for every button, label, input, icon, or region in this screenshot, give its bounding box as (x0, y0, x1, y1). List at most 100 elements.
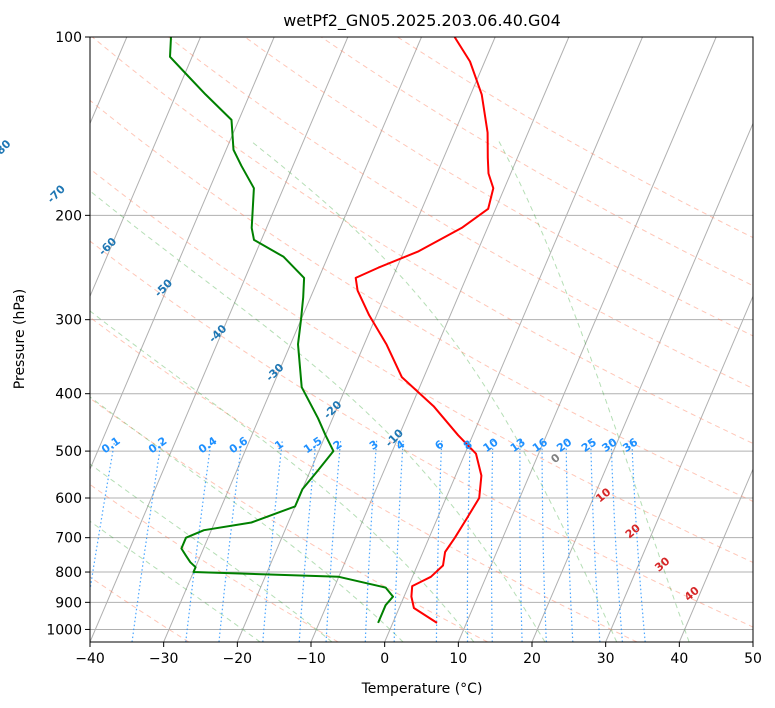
isotherm-line (531, 122, 753, 642)
mixing-ratio-line (435, 440, 443, 642)
annotations: -100-90-80-70-60-50-40-30-20-100.10.20.4… (0, 137, 702, 604)
mixing-ratio-line (325, 440, 342, 642)
plot-frame (89, 36, 754, 643)
mixing-ratio-label: 1 (272, 438, 286, 453)
y-tick-label: 700 (55, 531, 82, 547)
mixing-ratio-label: 0.1 (99, 434, 122, 456)
mixing-ratio-line (610, 440, 623, 642)
dry-adiabat (90, 240, 753, 628)
mixing-ratio-line (298, 440, 317, 642)
y-axis-title: Pressure (hPa) (12, 289, 28, 389)
dry-adiabat (168, 37, 753, 389)
mixing-ratio-line (519, 440, 523, 642)
mixing-ratio-label: 10 (481, 435, 501, 455)
y-tick-label: 800 (55, 565, 82, 581)
dewpoint-profile (169, 37, 394, 624)
isotherm-label: -20 (321, 398, 344, 421)
isotherm-line (163, 37, 422, 642)
wetbulb-label: 10 (593, 485, 613, 505)
mixing-ratio-label: 0.4 (196, 434, 220, 456)
mixing-ratio-line (262, 440, 283, 642)
isotherm-line (752, 640, 753, 642)
x-tick-label: 20 (523, 651, 541, 667)
mixing-ratio-line (541, 440, 547, 642)
temperature-profile (354, 37, 495, 624)
mixing-ratio-line (631, 440, 646, 642)
mixing-ratio-line (565, 440, 574, 642)
mixing-ratio-label: 30 (599, 435, 619, 455)
chart-title: wetPf2_GN05.2025.203.06.40.G04 (283, 11, 561, 31)
isotherm-line (605, 295, 753, 642)
isotherm-label: -30 (263, 361, 286, 384)
moist-adiabat (90, 310, 475, 642)
mixing-ratio-label: 25 (579, 436, 599, 455)
mixing-ratio-line (131, 440, 162, 642)
isotherm-line (310, 37, 570, 642)
dry-adiabat (320, 37, 753, 287)
isotherm-label: -40 (206, 322, 229, 345)
mixing-ratio-line (185, 440, 212, 642)
mixing-ratio-label: 1.5 (301, 434, 324, 456)
moist-adiabat (250, 140, 618, 642)
isotherm-label: -60 (96, 235, 119, 258)
wetbulb-label: 30 (652, 554, 672, 574)
isotherm-line (678, 467, 753, 642)
y-tick-label: 900 (55, 595, 82, 611)
x-tick-label: −20 (223, 651, 253, 667)
axis-ticks: −40 −30 −20 −10 0 10 20 30 40 5010020030040050060… (46, 30, 762, 667)
wetbulb-label: 40 (682, 584, 702, 604)
isotherm-line (90, 37, 275, 471)
mixing-ratio-label: 6 (432, 438, 446, 453)
x-tick-label: 50 (744, 651, 762, 667)
dry-adiabat (90, 483, 339, 642)
y-tick-label: 400 (55, 387, 82, 403)
isotherm-line (384, 37, 643, 642)
x-tick-label: −10 (296, 651, 326, 667)
x-tick-label: 40 (670, 651, 688, 667)
dry-adiabat (90, 168, 753, 563)
dry-adiabat (90, 316, 638, 642)
isotherm-line (90, 37, 201, 298)
y-tick-label: 300 (55, 313, 82, 329)
y-tick-label: 500 (55, 444, 82, 460)
y-tick-label: 200 (55, 208, 82, 224)
mixing-ratio-line (590, 440, 601, 642)
mixing-ratio-line (90, 440, 116, 594)
moist-adiabat (90, 396, 404, 642)
isotherm-line (457, 37, 717, 642)
mixing-ratio-label: 0.6 (227, 434, 251, 456)
y-tick-label: 1000 (46, 622, 82, 638)
moist-adiabat (90, 463, 333, 642)
mixing-ratio-label: 20 (554, 435, 574, 455)
mixing-ratio-line (490, 440, 494, 642)
mixing-ratio-line (364, 440, 378, 642)
moist-adiabat (90, 520, 261, 642)
mixing-ratio-line (466, 440, 471, 642)
dry-adiabat (90, 397, 488, 642)
mixing-ratio-label: 0.2 (146, 434, 169, 456)
profiles (169, 37, 495, 624)
x-tick-label: 0 (380, 651, 389, 667)
isotherm-line (90, 37, 349, 642)
dry-adiabat (244, 37, 753, 337)
mixing-ratio-line (393, 440, 404, 642)
dry-adiabat (91, 37, 753, 445)
background-lines (90, 37, 753, 642)
moist-adiabat (90, 190, 546, 642)
mixing-ratio-label: 13 (508, 436, 528, 455)
isotherm-line (236, 37, 496, 642)
x-tick-label: −30 (149, 651, 179, 667)
x-tick-label: −40 (75, 651, 105, 667)
mixing-ratio-label: 3 (367, 438, 381, 453)
x-tick-label: 30 (597, 651, 615, 667)
wetbulb-label: 20 (623, 521, 643, 541)
mixing-ratio-line (218, 440, 243, 642)
y-tick-label: 100 (55, 30, 82, 46)
isotherm-label: -50 (152, 276, 175, 299)
y-tick-label: 600 (55, 491, 82, 507)
x-axis-title: Temperature (°C) (361, 681, 483, 697)
isotherm-label: -80 (0, 137, 14, 160)
x-tick-label: 10 (449, 651, 467, 667)
mixing-ratio-label: 16 (530, 435, 550, 455)
